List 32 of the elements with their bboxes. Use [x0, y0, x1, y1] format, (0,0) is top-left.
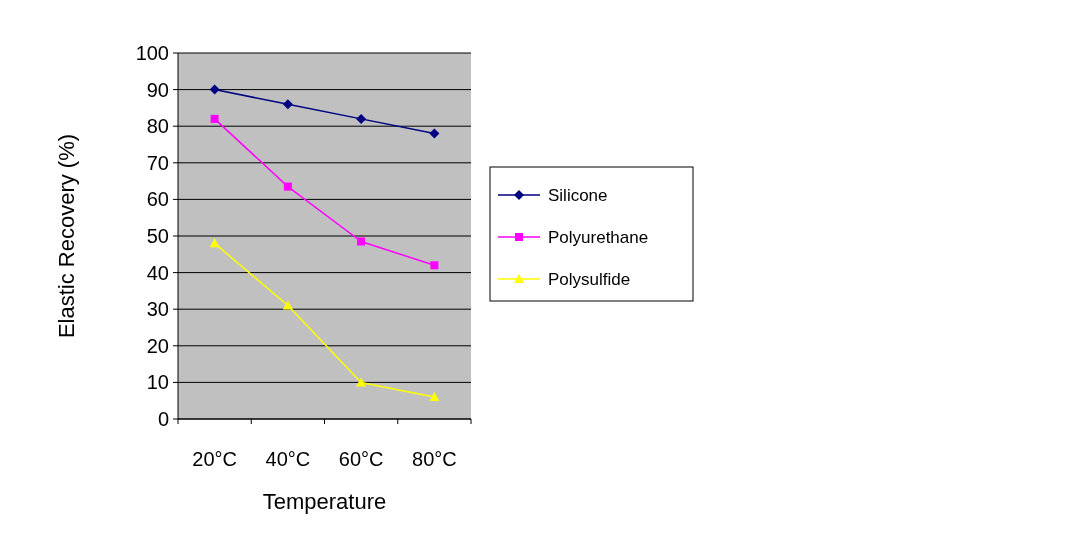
x-tick-label: 60°C	[338, 448, 384, 470]
x-tick-label: 20°C	[192, 448, 237, 470]
point	[429, 128, 440, 139]
point	[282, 99, 293, 110]
y-axis-title: Elastic Recovery (%)	[54, 133, 79, 339]
y-tick-label: 40	[146, 261, 169, 284]
y-tick-label: 20	[146, 334, 169, 357]
point	[210, 114, 219, 123]
point	[356, 377, 367, 387]
y-tick-label: 90	[146, 78, 169, 101]
point	[356, 113, 367, 124]
y-tick-label: 70	[146, 151, 169, 174]
point	[282, 300, 293, 310]
legend-label: Silicone	[548, 185, 608, 205]
y-tick-label: 100	[135, 42, 169, 64]
y-tick-label: 50	[146, 225, 169, 247]
point	[430, 261, 439, 270]
y-tick-label: 30	[146, 298, 169, 321]
y-tick-label: 10	[146, 371, 169, 394]
y-tick-label: 60	[146, 188, 169, 211]
y-tick-label: 0	[157, 408, 169, 430]
legend-label: Polyurethane	[548, 227, 649, 247]
x-tick-label: 80°C	[412, 448, 457, 470]
legend-label: Polysulfide	[548, 269, 631, 289]
point	[429, 392, 440, 402]
point	[283, 182, 292, 191]
x-tick-label: 40°C	[265, 448, 311, 470]
point	[357, 237, 366, 246]
point	[209, 84, 220, 95]
x-axis-title: Temperature	[262, 489, 387, 514]
y-tick-label: 80	[146, 115, 169, 138]
point	[209, 238, 220, 248]
